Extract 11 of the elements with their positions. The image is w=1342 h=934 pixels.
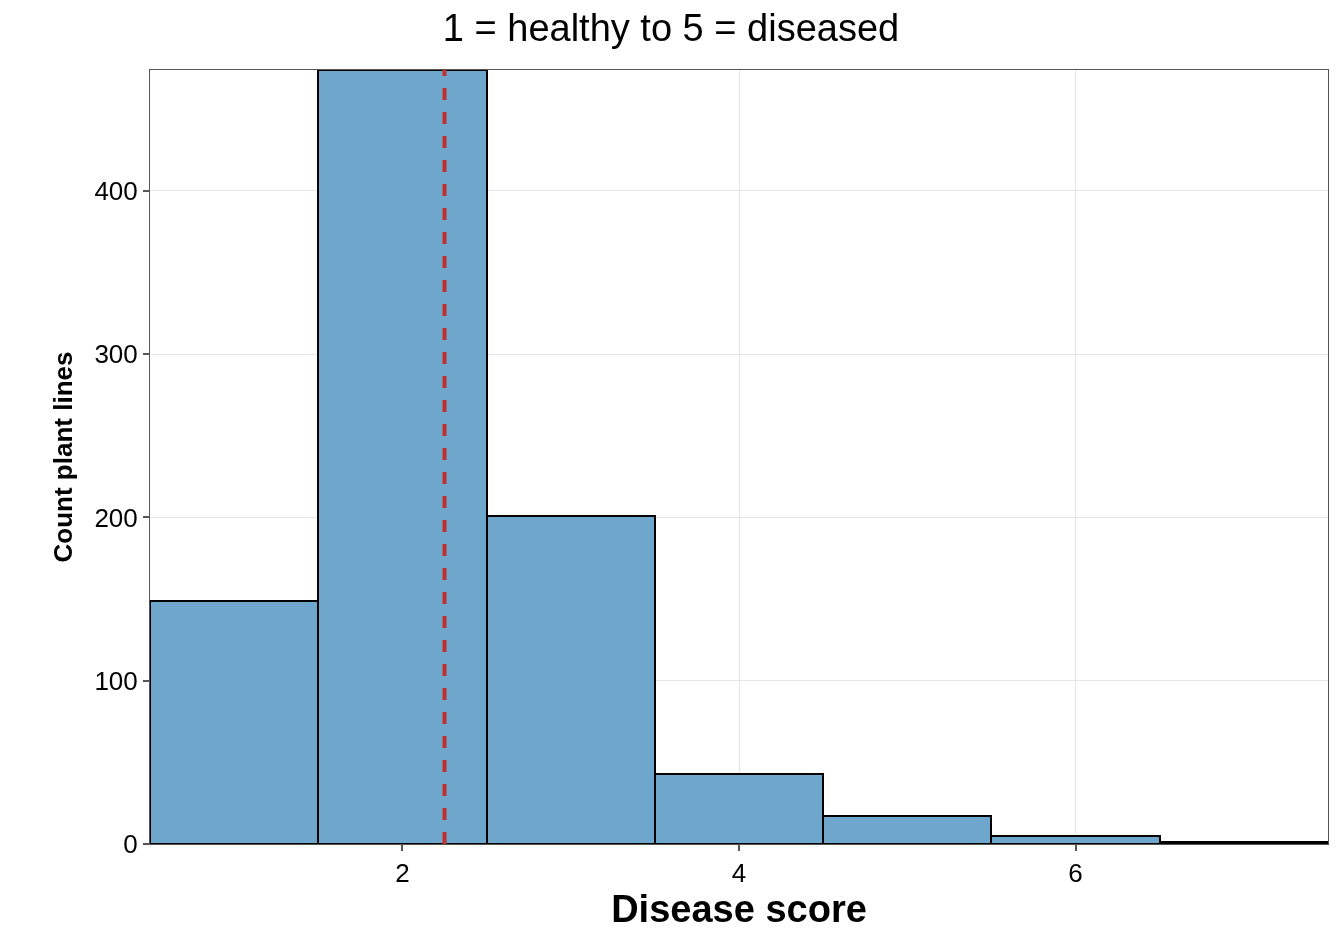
x-tick-label: 4 — [731, 858, 747, 889]
chart-title: 1 = healthy to 5 = diseased — [442, 6, 900, 49]
y-tick-label: 0 — [123, 829, 138, 860]
y-tick-label: 200 — [94, 502, 138, 533]
y-axis-title: Count plant lines — [47, 351, 78, 563]
y-tick-label: 400 — [94, 175, 138, 206]
x-tick-label: 6 — [1068, 858, 1083, 889]
x-axis-title: Disease score — [611, 888, 867, 931]
y-tick-label: 100 — [94, 665, 138, 696]
y-tick-label: 300 — [94, 339, 138, 370]
x-tick-label: 2 — [395, 858, 410, 889]
